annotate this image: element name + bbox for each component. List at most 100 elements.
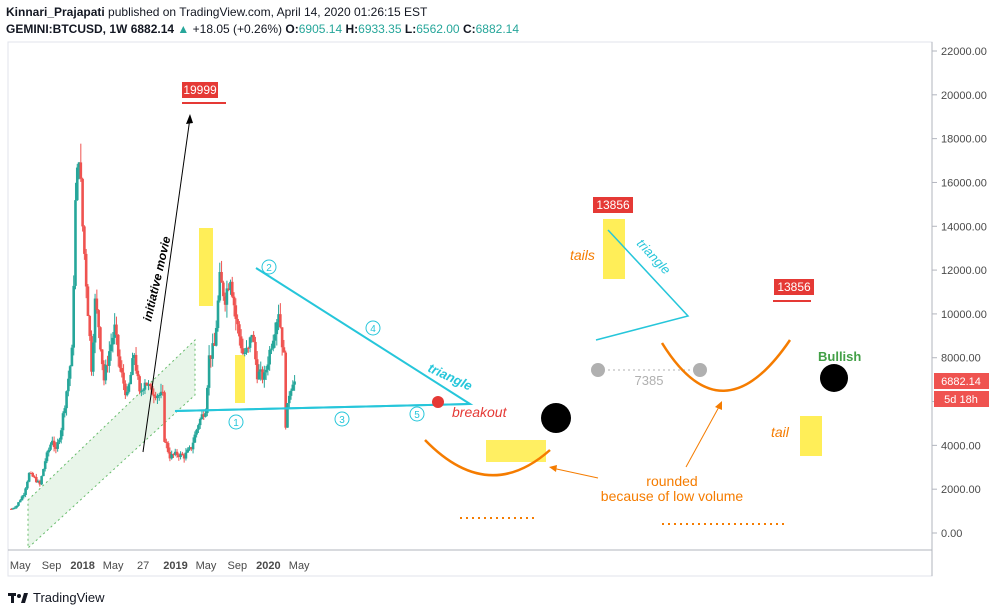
- triangle-label: triangle: [426, 360, 475, 393]
- candle-body: [122, 372, 125, 384]
- level-marker: [591, 363, 605, 377]
- candle-body: [197, 425, 200, 430]
- candle-body: [182, 455, 186, 459]
- candle-body: [34, 477, 38, 483]
- candle-body: [166, 443, 170, 452]
- candle-body: [177, 455, 181, 458]
- price-tick-label: 20000.00: [941, 90, 987, 102]
- price-tick-label: 0.00: [941, 528, 962, 540]
- highlight-box: [800, 416, 822, 456]
- candle-body: [227, 288, 230, 291]
- candle-body: [102, 364, 106, 381]
- footer[interactable]: TradingView: [8, 590, 105, 605]
- candle-body: [284, 352, 287, 428]
- point-label: 2: [266, 263, 272, 274]
- candle-body: [56, 442, 59, 449]
- point-marker: [365, 320, 381, 336]
- candle-body: [77, 162, 81, 168]
- price-tick-label: 2000.00: [941, 484, 981, 496]
- time-axis: May Sep 2018 May 27 2019 May Sep 2020 May: [10, 560, 310, 572]
- candle-body: [255, 359, 259, 380]
- arrow-head-icon: [715, 401, 722, 410]
- rounded-label: rounded: [646, 473, 697, 489]
- last-price-tag: 6882.14: [941, 376, 981, 388]
- high-value: 6933.35: [358, 22, 402, 36]
- highlight-box: [235, 355, 245, 403]
- time-tick-label: May: [289, 560, 310, 572]
- candle-body: [191, 442, 195, 450]
- candle-body: [61, 413, 65, 431]
- candle-body: [268, 349, 271, 365]
- candle-body: [81, 178, 84, 227]
- last-price-badge: [934, 373, 989, 389]
- candle-body: [115, 324, 118, 335]
- low-label: L:: [404, 22, 417, 36]
- candle-body: [125, 391, 129, 396]
- candle-body: [149, 384, 152, 387]
- peak-label: 19999: [183, 83, 217, 97]
- candle-body: [132, 354, 136, 359]
- candle-body: [129, 374, 133, 385]
- candle-body: [99, 327, 102, 350]
- triangle-support: [174, 403, 471, 412]
- candle-body: [254, 341, 257, 360]
- candle-body: [27, 473, 31, 482]
- symbol-name: GEMINI:BTCUSD, 1W: [6, 22, 128, 36]
- candle-body: [168, 451, 172, 459]
- peak-badge: [593, 197, 633, 213]
- candle-body: [165, 441, 168, 444]
- candle-body: [38, 481, 42, 485]
- candle-body: [43, 461, 47, 469]
- candle-body: [245, 347, 248, 353]
- candle-body: [159, 391, 163, 396]
- candle-body: [91, 342, 95, 372]
- tradingview-logo-icon: [8, 592, 28, 603]
- peak-label: 13856: [777, 280, 811, 294]
- triangle-label: triangle: [634, 236, 674, 277]
- price-tick-label: 12000.00: [941, 265, 987, 277]
- price-tick-label: 22000.00: [941, 46, 987, 58]
- candle-body: [200, 414, 204, 419]
- candle-body: [252, 334, 255, 342]
- candle-body: [220, 271, 223, 283]
- author-name[interactable]: Kinnari_Prajapati: [6, 5, 105, 19]
- candle-body: [156, 395, 159, 399]
- candle-body: [273, 334, 277, 341]
- candle-body: [229, 281, 232, 291]
- point-label: 4: [370, 324, 376, 335]
- open-value: 6905.14: [298, 22, 343, 36]
- publish-info: published on TradingView.com, April 14, …: [108, 5, 428, 19]
- candle-body: [239, 336, 243, 349]
- initiative-move-label: initiative movie: [140, 235, 173, 323]
- price-tick-label: 16000.00: [941, 177, 987, 189]
- peak-label: 13856: [596, 198, 630, 212]
- tradingview-brand: TradingView: [33, 590, 105, 605]
- candle-body: [181, 453, 184, 456]
- level-marker: [693, 363, 707, 377]
- candle-body: [263, 372, 266, 380]
- candle-body: [188, 447, 191, 450]
- candle-body: [225, 288, 229, 305]
- candle-body: [52, 440, 56, 447]
- candle-body: [97, 310, 100, 328]
- candle-body: [47, 449, 51, 453]
- candle-body: [152, 394, 156, 397]
- time-tick-label: Sep: [228, 560, 248, 572]
- candle-body: [250, 334, 254, 338]
- candle-body: [13, 507, 17, 509]
- candle-body: [204, 413, 207, 417]
- candle-body: [29, 473, 33, 475]
- candle-body: [280, 327, 284, 348]
- candle-body: [186, 449, 190, 453]
- up-arrow-icon: ▲: [177, 22, 190, 36]
- candle-body: [106, 364, 109, 366]
- point-marker: [334, 411, 350, 427]
- candle-body: [207, 355, 211, 388]
- candle-body: [223, 296, 227, 305]
- candle-body: [282, 347, 286, 353]
- time-tick-label: May: [103, 560, 124, 572]
- candle-body: [157, 395, 161, 397]
- candle-body: [70, 347, 74, 367]
- candle-body: [36, 481, 40, 483]
